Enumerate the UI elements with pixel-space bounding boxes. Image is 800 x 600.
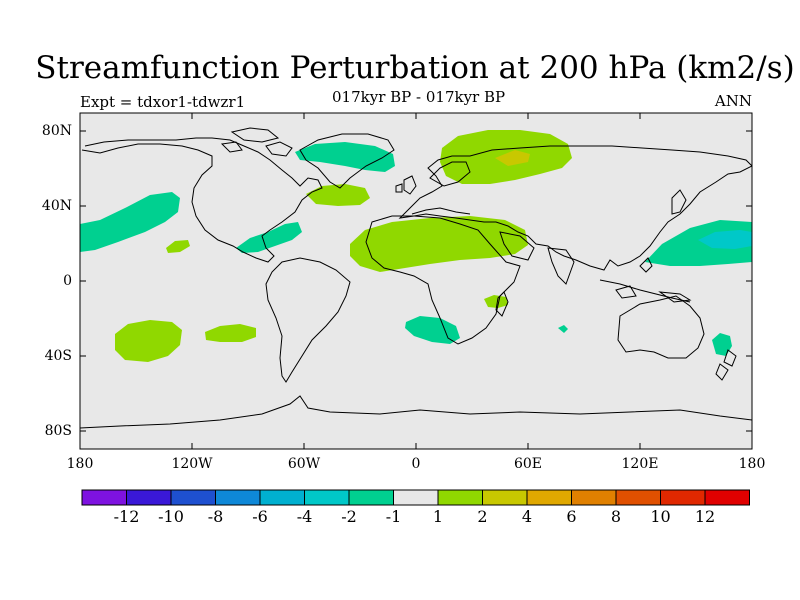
coast-north-america <box>81 137 323 263</box>
coastlines <box>80 127 752 429</box>
lat-label-80s: 80S <box>44 423 72 439</box>
anomaly-wpacific-core <box>698 230 752 249</box>
colorbar-label: 10 <box>650 507 671 526</box>
coast-scandinavia <box>429 161 471 187</box>
colorbar-box-3 <box>170 489 216 506</box>
coast-australia <box>617 295 705 359</box>
coast-japan <box>671 189 687 215</box>
coast-mediterranean <box>411 207 471 215</box>
anomaly-npacific-west <box>80 192 180 252</box>
colorbar-box-1 <box>81 489 127 506</box>
colorbar-box-6 <box>304 489 350 506</box>
colorbar-label: -2 <box>341 507 357 526</box>
lon-label-180w: 180 <box>66 456 94 472</box>
coast-madagascar <box>495 291 509 317</box>
anomaly-north-africa <box>350 216 528 272</box>
colorbar-label: -10 <box>158 507 184 526</box>
coast-canadian-islands <box>220 127 293 157</box>
anomaly-arctic-core <box>495 150 530 166</box>
anomaly-madagascar <box>484 295 508 308</box>
contour-fills <box>80 130 752 362</box>
anomaly-epacific-small <box>166 240 190 253</box>
colorbar-label: 1 <box>432 507 444 526</box>
colorbar-box-15 <box>704 489 750 506</box>
colorbar <box>81 489 750 506</box>
colorbar-label: -12 <box>113 507 140 526</box>
coast-europe-asia <box>398 145 752 271</box>
coast-uk <box>395 175 417 195</box>
coast-antarctica <box>80 395 752 429</box>
colorbar-box-11 <box>526 489 572 506</box>
experiment-label: Expt = tdxor1-tdwzr1 <box>80 93 246 111</box>
lon-label-120w: 120W <box>171 456 213 472</box>
map-background <box>80 113 752 449</box>
colorbar-box-4 <box>215 489 261 506</box>
lat-label-40n: 40N <box>41 198 72 214</box>
coast-arabia-india <box>499 231 575 285</box>
colorbar-box-10 <box>482 489 528 506</box>
coast-greenland <box>299 133 395 189</box>
plot-subtitle: 017kyr BP - 017kyr BP <box>332 88 506 106</box>
colorbar-box-5 <box>259 489 305 506</box>
anomaly-spacific-2 <box>205 324 256 342</box>
coast-africa <box>365 215 521 345</box>
lon-label-120e: 120E <box>621 456 659 472</box>
colorbar-box-8 <box>393 489 439 506</box>
colorbar-label: -1 <box>385 507 402 526</box>
colorbar-label: 12 <box>694 507 716 526</box>
anomaly-sw-pacific <box>712 333 732 356</box>
anomaly-spacific-1 <box>115 320 182 362</box>
colorbar-box-9 <box>437 489 483 506</box>
anomaly-north-atlantic <box>306 184 370 206</box>
axis-ticks <box>80 113 752 449</box>
anomaly-caribbean <box>236 222 302 253</box>
lon-label-60e: 60E <box>513 456 543 472</box>
lat-label-40s: 40S <box>44 348 72 364</box>
colorbar-label: -8 <box>207 507 224 526</box>
colorbar-box-14 <box>660 489 706 506</box>
colorbar-label: 2 <box>477 507 488 526</box>
colorbar-label: 6 <box>566 507 577 526</box>
colorbar-label: -6 <box>252 507 268 526</box>
season-label: ANN <box>714 92 752 110</box>
plot-title: Streamfunction Perturbation at 200 hPa (… <box>35 50 795 86</box>
coast-south-america <box>265 257 351 383</box>
coast-new-zealand <box>715 349 737 381</box>
colorbar-box-13 <box>615 489 661 506</box>
colorbar-box-7 <box>348 489 394 506</box>
lon-label-0: 0 <box>411 456 421 472</box>
lon-label-180e: 180 <box>738 456 766 472</box>
lat-label-0: 0 <box>63 273 72 289</box>
colorbar-label: 8 <box>610 507 622 526</box>
coast-se-asia-islands <box>599 257 692 303</box>
lon-label-60w: 60W <box>287 456 321 472</box>
anomaly-south-africa <box>405 316 460 344</box>
anomaly-indian-small <box>558 325 568 333</box>
colorbar-label: 4 <box>521 507 533 526</box>
colorbar-box-2 <box>126 489 172 506</box>
colorbar-box-12 <box>571 489 617 506</box>
lat-label-80n: 80N <box>41 123 72 139</box>
colorbar-label: -4 <box>296 507 313 526</box>
